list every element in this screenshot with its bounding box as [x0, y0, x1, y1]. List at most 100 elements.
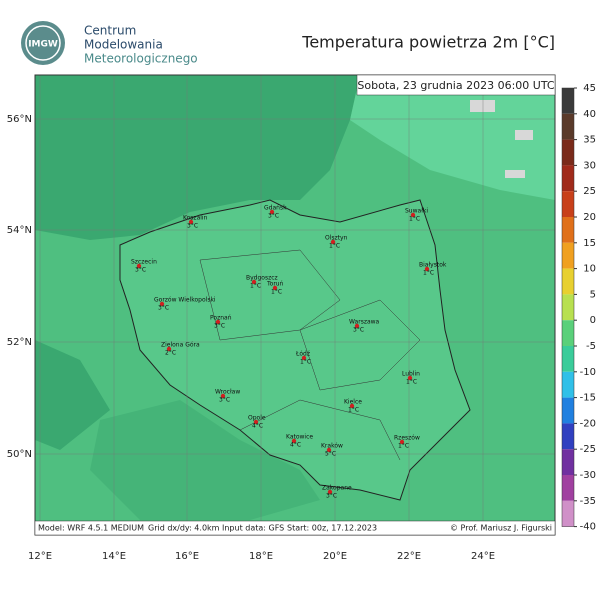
city-dot [272, 285, 278, 291]
city-dot [399, 439, 405, 445]
graticule [35, 75, 555, 535]
city-temp: 3°C [268, 213, 279, 220]
colorbar-segment [562, 294, 574, 321]
colorbar-segment [562, 449, 574, 475]
city-dot [326, 447, 332, 453]
lon-label: 14°E [102, 551, 126, 562]
city-name: Białystok [419, 262, 447, 269]
city-name: Łódź [295, 351, 310, 358]
lon-label: 18°E [249, 551, 273, 562]
city-dot [301, 355, 307, 361]
colorbar-label: -15 [580, 393, 596, 404]
colorbar-label: 30 [583, 160, 596, 171]
colorbar-segment [562, 88, 574, 114]
footer-start: Start: 00z, 17.12.2023 [287, 524, 377, 533]
cold-patch [470, 100, 533, 178]
city-dot [251, 279, 257, 285]
city-dot [349, 403, 355, 409]
city-name: Bydgoszcz [246, 275, 278, 282]
city-dot [159, 301, 165, 307]
colorbar-label: -10 [580, 367, 596, 378]
colorbar-segment [562, 320, 574, 346]
overlays: 56°N 54°N 52°N 50°N 12°E 14°E 16°E 18°E 20°E 22°E… [7, 83, 596, 562]
city-name: Olsztyn [325, 235, 348, 242]
city-name: Katowice [286, 434, 313, 441]
city-dot [424, 266, 430, 272]
city-name: Zakopane [322, 485, 352, 492]
city-name: Gorzów Wielkopolski [154, 297, 216, 304]
city-dot [215, 319, 221, 325]
city-temp: 1°C [423, 270, 434, 277]
city-name: Wrocław [215, 389, 240, 396]
logo-line: Centrum [84, 24, 136, 38]
city-dot [188, 219, 194, 225]
logo-circle [21, 21, 65, 65]
colorbar-label: -25 [580, 444, 596, 455]
city-temp: 1°C [409, 216, 420, 223]
city-temp: 3°C [214, 323, 225, 330]
city-dot [253, 419, 259, 425]
logo-ring [25, 25, 61, 61]
city-dot [136, 263, 142, 269]
city-temp: 4°C [252, 423, 263, 430]
city-temp: 1°C [348, 407, 359, 414]
lon-label: 24°E [471, 551, 495, 562]
colorbar-segment [562, 242, 574, 269]
lat-label: 50°N [7, 449, 32, 460]
colorbar-segment [562, 475, 574, 501]
colorbar-label: -40 [580, 522, 596, 533]
colorbar-label: -30 [580, 470, 596, 481]
lon-label: 12°E [28, 551, 52, 562]
colorbar-segment [562, 113, 574, 140]
colorbar-segment [562, 500, 574, 527]
city-temp: 2°C [165, 350, 176, 357]
city-dot [327, 489, 333, 495]
city-dot [410, 212, 416, 218]
city-temp: 1°C [271, 289, 282, 296]
colorbar-label: 5 [590, 289, 596, 300]
city-dot [354, 323, 360, 329]
lon-label: 16°E [175, 551, 199, 562]
colorbar-frame [561, 87, 575, 527]
city-dot [407, 375, 413, 381]
map: Sobota, 23 grudnia 2023 06:00 UTC Model:… [34, 74, 556, 536]
colorbar-label: 45 [583, 83, 596, 94]
colorbar-label: -5 [586, 341, 596, 352]
city-dot [220, 393, 226, 399]
footer-credit: © Prof. Mariusz J. Figurski [450, 524, 552, 533]
baltic-sea [35, 75, 360, 240]
logo-line: Modelowania [84, 38, 163, 52]
mountains [90, 400, 320, 520]
city-temp: 1°C [329, 243, 340, 250]
colorbar-segment [562, 217, 574, 243]
colorbar-label: -35 [580, 496, 596, 507]
colorbar-segment [562, 371, 574, 398]
colorbar-segment [562, 268, 574, 295]
city-temp: 1°C [250, 283, 261, 290]
city-name: Rzeszów [394, 435, 420, 442]
city-temp: 5°C [325, 451, 336, 458]
date-box [356, 74, 556, 96]
logo-mark: IMGW [28, 40, 58, 50]
lat-label: 56°N [7, 114, 32, 125]
colorbar-segment [562, 191, 574, 217]
city-name: Suwałki [405, 208, 428, 215]
city-dot [291, 438, 297, 444]
north-east [350, 75, 555, 200]
city-temp: 3°C [187, 223, 198, 230]
voivodeship-border [199, 249, 421, 461]
footer-grid: Grid dx/dy: 4.0km [148, 524, 220, 533]
title: Temperatura powietrza 2m [°C] [301, 33, 555, 52]
colorbar-label: 25 [583, 186, 596, 197]
colorbar-segment [562, 165, 574, 192]
logo-line: Meteorologicznego [84, 52, 198, 66]
footer-box [34, 520, 556, 536]
lat-label: 52°N [7, 337, 32, 348]
footer-model: Model: WRF 4.5.1 MEDIUM [38, 524, 144, 533]
colorbar-segment [562, 397, 574, 424]
footer-input: Input data: GFS [222, 524, 284, 533]
colorbar-label: 35 [583, 135, 596, 146]
city-temp: 3°C [219, 397, 230, 404]
colorbar-label: 10 [583, 264, 596, 275]
